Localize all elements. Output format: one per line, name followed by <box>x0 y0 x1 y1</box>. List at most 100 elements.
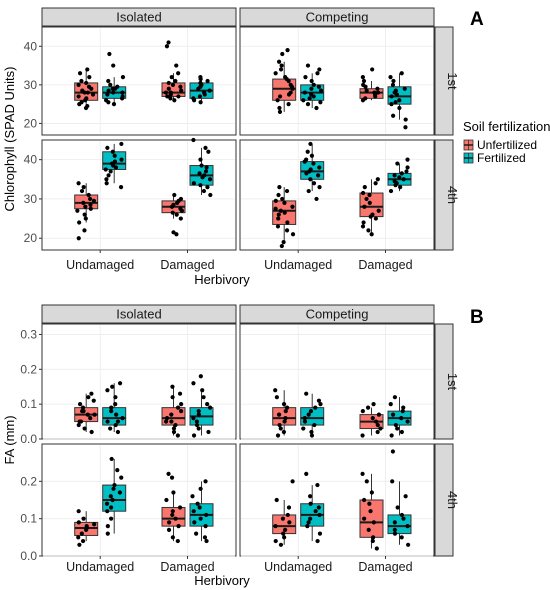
data-point <box>173 516 178 521</box>
data-point <box>208 192 213 198</box>
row-strip <box>434 26 454 136</box>
data-point <box>370 538 375 544</box>
data-point <box>84 96 89 101</box>
data-point <box>315 482 320 488</box>
data-point <box>306 412 311 417</box>
data-point <box>194 419 199 424</box>
y-tick-label: 0.2 <box>20 362 37 376</box>
data-point <box>309 78 314 84</box>
data-point <box>403 494 408 499</box>
legend-label: Unfertilized <box>477 138 537 152</box>
x-tick-label: Damaged <box>358 560 412 574</box>
data-point <box>390 479 395 484</box>
data-point <box>376 208 381 213</box>
data-point <box>88 202 93 207</box>
data-point <box>200 388 205 393</box>
data-point <box>113 402 118 407</box>
data-point <box>196 409 201 414</box>
data-point <box>115 419 121 424</box>
data-point <box>399 512 405 518</box>
box-fertilized <box>189 137 214 198</box>
data-point <box>318 100 323 105</box>
box <box>272 407 297 426</box>
data-point <box>176 524 181 529</box>
data-point <box>281 531 286 536</box>
box-fertilized <box>300 391 325 438</box>
column-strip-label: Isolated <box>116 10 162 25</box>
data-point <box>84 80 89 86</box>
data-point <box>376 90 381 95</box>
y-tick-label: 0.1 <box>20 512 37 526</box>
data-point <box>286 505 292 510</box>
data-point <box>317 512 322 518</box>
data-point <box>373 216 378 221</box>
data-point <box>79 100 84 105</box>
data-point <box>83 216 88 221</box>
data-point <box>362 185 367 190</box>
data-point <box>302 90 307 95</box>
data-point <box>207 405 213 410</box>
data-point <box>105 92 110 97</box>
data-point <box>196 426 201 431</box>
column-strip <box>41 7 237 27</box>
data-point <box>369 232 374 237</box>
box-fertilized <box>387 157 412 194</box>
data-point <box>365 405 371 410</box>
data-point <box>399 429 404 435</box>
box-unfertilized <box>161 471 186 544</box>
column-strip <box>239 7 435 27</box>
data-point <box>275 224 281 229</box>
box-fertilized <box>189 374 214 438</box>
data-point <box>363 96 368 101</box>
data-point <box>397 105 402 111</box>
data-point <box>287 520 292 525</box>
data-point <box>195 501 200 506</box>
data-point <box>88 206 93 211</box>
data-point <box>105 531 110 536</box>
data-point <box>194 531 199 536</box>
data-point <box>404 169 409 174</box>
data-point <box>361 82 366 87</box>
box-unfertilized <box>74 391 99 435</box>
data-point <box>279 63 284 68</box>
data-point <box>316 505 321 510</box>
data-point <box>273 524 278 529</box>
data-point <box>198 80 203 86</box>
data-point <box>309 86 314 91</box>
data-point <box>163 419 169 424</box>
data-point <box>314 105 319 111</box>
data-point <box>119 475 124 480</box>
data-point <box>203 169 209 174</box>
box-fertilized <box>387 395 412 438</box>
data-point <box>198 157 203 162</box>
data-point <box>118 185 124 190</box>
data-point <box>197 94 203 99</box>
data-point <box>406 542 411 547</box>
data-point <box>166 40 171 45</box>
box-fertilized <box>102 381 127 435</box>
data-point <box>176 71 181 76</box>
legend-label: Fertilized <box>477 151 526 165</box>
data-point <box>364 479 369 484</box>
box-unfertilized <box>74 67 99 111</box>
data-point <box>308 494 313 499</box>
data-point <box>370 415 375 421</box>
data-point <box>76 535 81 540</box>
data-point <box>111 90 116 95</box>
data-point <box>80 538 86 544</box>
data-point <box>279 243 284 249</box>
data-point <box>174 212 179 217</box>
data-point <box>366 228 371 233</box>
data-point <box>191 381 196 386</box>
data-point <box>105 524 110 529</box>
data-point <box>373 181 378 186</box>
data-point <box>120 94 125 99</box>
data-point <box>84 524 89 529</box>
data-point <box>405 524 410 529</box>
data-point <box>108 169 113 174</box>
box-fertilized <box>300 471 325 544</box>
data-point <box>179 402 184 407</box>
data-point <box>104 181 109 186</box>
data-point <box>198 100 203 105</box>
data-point <box>79 188 85 194</box>
